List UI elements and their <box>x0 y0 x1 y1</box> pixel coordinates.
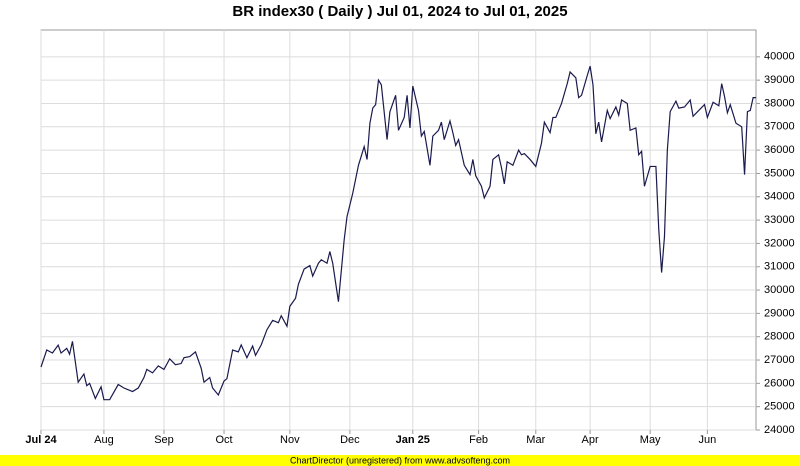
x-tick-label: Jan 25 <box>396 434 430 446</box>
y-tick-label: 28000 <box>764 331 795 343</box>
x-tick-label: Feb <box>469 434 488 446</box>
y-tick-label: 30000 <box>764 284 795 296</box>
y-tick-label: 37000 <box>764 121 795 133</box>
footer: ChartDirector (unregistered) from www.ad… <box>290 455 510 465</box>
y-tick-label: 40000 <box>764 51 795 63</box>
y-tick-label: 27000 <box>764 354 795 366</box>
chart-title: BR index30 ( Daily ) Jul 01, 2024 to Jul… <box>232 3 567 20</box>
y-tick-label: 25000 <box>764 401 795 413</box>
x-tick-label: Mar <box>526 434 545 446</box>
y-tick-label: 36000 <box>764 144 795 156</box>
x-tick-label: Jul 24 <box>25 434 57 446</box>
y-tick-label: 29000 <box>764 307 795 319</box>
x-tick-label: Apr <box>582 434 599 446</box>
x-tick-label: Aug <box>94 434 114 446</box>
y-tick-label: 24000 <box>764 424 795 436</box>
y-tick-label: 33000 <box>764 214 795 226</box>
y-tick-label: 31000 <box>764 261 795 273</box>
x-tick-label: Jun <box>699 434 717 446</box>
x-tick-label: May <box>640 434 661 446</box>
y-tick-label: 39000 <box>764 74 795 86</box>
price-line <box>40 65 756 401</box>
y-tick-label: 38000 <box>764 97 795 109</box>
y-tick-label: 32000 <box>764 237 795 249</box>
footer-bar <box>0 455 800 466</box>
x-tick-label: Oct <box>215 434 232 446</box>
y-tick-label: 34000 <box>764 191 795 203</box>
x-tick-label: Sep <box>154 434 174 446</box>
y-tick-label: 35000 <box>764 167 795 179</box>
plot-area <box>40 29 757 431</box>
y-tick-label: 26000 <box>764 377 795 389</box>
x-tick-label: Dec <box>340 434 360 446</box>
x-tick-label: Nov <box>280 434 300 446</box>
